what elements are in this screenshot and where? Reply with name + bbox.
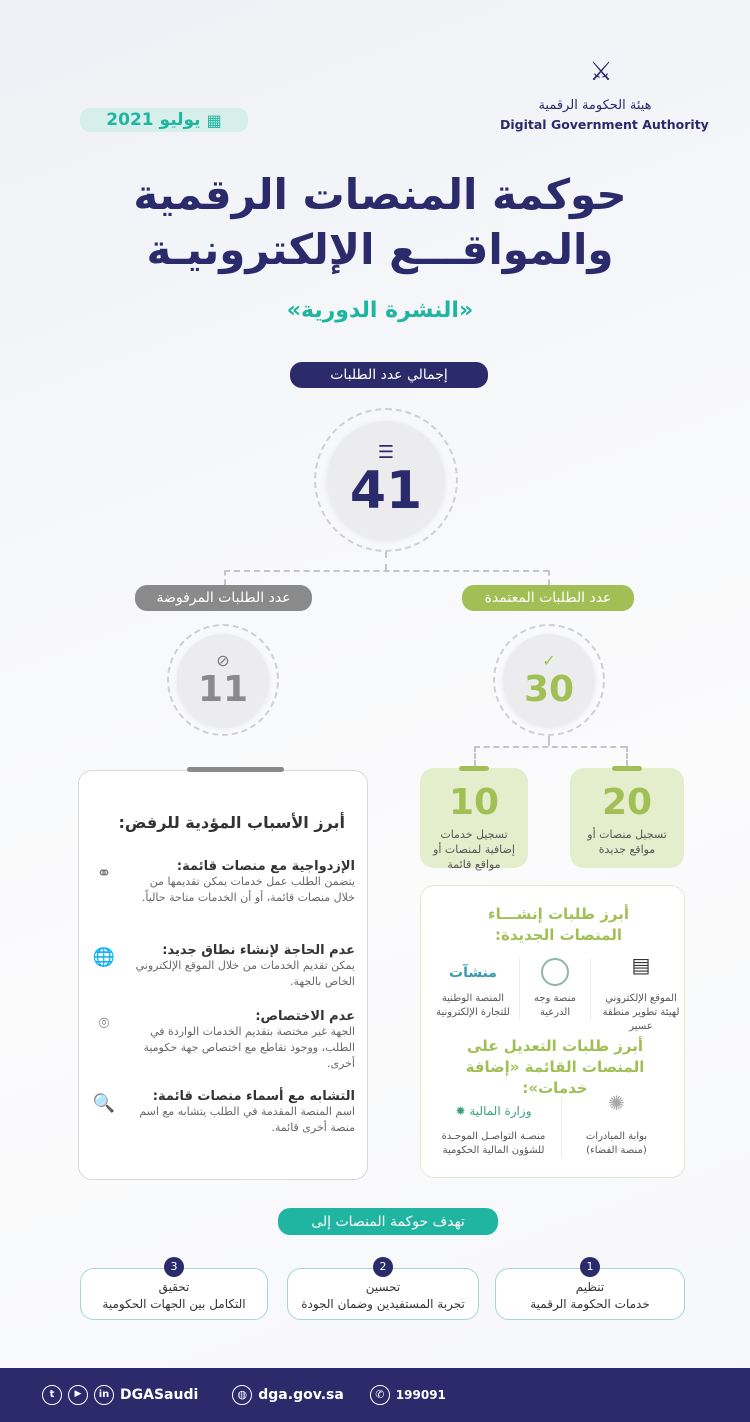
breakdown-label: تسجيل منصات أو مواقع جديدة xyxy=(587,828,667,856)
goal-line2: التكامل بين الجهات الحكومية xyxy=(102,1297,246,1311)
phone-icon: ✆ xyxy=(369,1385,390,1405)
rejection-reasons-panel: أبرز الأسباب المؤدية للرفض: الإزدواجية م… xyxy=(78,767,368,1180)
reason-item: التشابه مع أسماء منصات قائمة: اسم المنصة … xyxy=(91,1089,355,1136)
approved-requests-label: عدد الطلبات المعتمدة xyxy=(462,585,634,611)
goal-number: 3 xyxy=(164,1257,184,1277)
approved-requests-circle: ✓ 30 xyxy=(493,624,605,736)
platform-label: المنصة الوطنية للتجارة الإلكترونية xyxy=(436,993,510,1018)
asir-authority-logo: ▤ xyxy=(631,953,651,977)
new-platforms-title: أبرز طلبات إنشـــاء المنصات الجديدة: xyxy=(488,905,629,944)
platform-label: بوابة المبادرات (منصة الفضاء) xyxy=(585,1131,648,1156)
breakdown-label: تسجيل خدمات إضافية لمنصات أو مواقع قائمة xyxy=(433,828,515,871)
monshaat-logo: منشآت xyxy=(449,965,497,981)
connector xyxy=(224,570,226,585)
http-globe-icon: 🌐 xyxy=(92,947,116,968)
approved-breakdown-card: 20 تسجيل منصات أو مواقع جديدة xyxy=(570,766,684,868)
emblem-icon: ⚔ xyxy=(589,57,613,87)
date-badge: ▦ يوليو 2021 xyxy=(80,108,248,132)
space-commission-logo: ✺ xyxy=(608,1091,625,1115)
page-title-line2: والمواقـــع الإلكترونيـة xyxy=(146,225,614,274)
platform-item: ▤ الموقع الإلكتروني لهيئة تطوير منطقة عس… xyxy=(599,953,683,1034)
goal-line1: تحقيق xyxy=(158,1280,190,1294)
goal-card: 2 تحسين تجربة المستفيدين وضمان الجودة xyxy=(287,1257,479,1320)
platform-item: وزارة المالية ✹ منصـة التواصـل الموحـدة … xyxy=(431,1096,556,1158)
rejected-requests-value: 11 xyxy=(197,668,249,710)
total-requests-circle: ☰ 41 xyxy=(314,408,458,552)
breakdown-value: 20 xyxy=(601,782,653,823)
connector xyxy=(474,746,626,748)
reason-text: يتضمن الطلب عمل خدمات يمكن تقديمها من خل… xyxy=(141,875,355,904)
calendar-icon: ▦ xyxy=(206,110,222,130)
goal-line1: تنظيم xyxy=(575,1280,605,1294)
platform-item: ✺ بوابة المبادرات (منصة الفضاء) xyxy=(561,1091,671,1158)
ban-icon: ⊘ xyxy=(216,650,230,670)
highlights-panel: أبرز طلبات إنشـــاء المنصات الجديدة: ▤ ا… xyxy=(420,885,685,1178)
connector xyxy=(224,570,549,572)
platform-label: الموقع الإلكتروني لهيئة تطوير منطقة عسير xyxy=(602,993,680,1032)
reason-item: عدم الحاجة لإنشاء نطاق جديد: يمكن تقديم ا… xyxy=(91,943,355,990)
reason-text: الجهة غير مختصة بتقديم الخدمات الواردة ف… xyxy=(143,1025,355,1070)
goal-card: 3 تحقيق التكامل بين الجهات الحكومية xyxy=(80,1257,268,1320)
org-name-en: Digital Government Authority xyxy=(500,117,709,132)
list-icon: ☰ xyxy=(377,441,395,463)
page-title-line1: حوكمة المنصات الرقمية xyxy=(133,170,627,219)
connector xyxy=(474,746,476,766)
connector xyxy=(548,736,550,746)
page-subtitle: «النشرة الدورية» xyxy=(286,298,474,323)
website-link[interactable]: dga.gov.sa xyxy=(258,1387,344,1403)
reason-text: اسم المنصة المقدمة في الطلب يتشابه مع اس… xyxy=(139,1105,355,1134)
goal-line2: تجربة المستفيدين وضمان الجودة xyxy=(301,1297,465,1311)
reason-title: عدم الاختصاص: xyxy=(255,1009,355,1024)
footer: t ▶ in DGASaudi ◍ dga.gov.sa ✆ 199091 xyxy=(0,1368,750,1422)
focus-icon: ⌾ xyxy=(98,1013,110,1034)
phone-number[interactable]: 199091 xyxy=(395,1388,446,1402)
modification-requests-title: أبرز طلبات التعديل على المنصات القائمة «… xyxy=(465,1037,645,1097)
reason-item: عدم الاختصاص: الجهة غير مختصة بتقديم الخد… xyxy=(91,1009,355,1072)
www-search-icon: 🔍 xyxy=(92,1093,116,1114)
platform-item: منصة وجه الدرعية xyxy=(519,958,591,1020)
goal-number: 1 xyxy=(580,1257,600,1277)
platform-item: منشآت المنصة الوطنية للتجارة الإلكترونية xyxy=(429,958,517,1020)
total-requests-label: إجمالي عدد الطلبات xyxy=(290,362,488,388)
goal-number: 2 xyxy=(373,1257,393,1277)
goals-title: تهدف حوكمة المنصات إلى xyxy=(278,1208,498,1235)
rejected-requests-circle: ⊘ 11 xyxy=(167,624,279,736)
reason-title: التشابه مع أسماء منصات قائمة: xyxy=(152,1089,355,1104)
check-circle-icon: ✓ xyxy=(542,650,556,670)
date-text: يوليو 2021 xyxy=(106,110,201,130)
overlap-circles-icon: ⚭ xyxy=(96,863,112,884)
diriyah-logo xyxy=(541,958,569,986)
ministry-of-finance-logo: وزارة المالية ✹ xyxy=(455,1104,532,1118)
reasons-title: أبرز الأسباب المؤدية للرفض: xyxy=(118,813,345,832)
reason-title: عدم الحاجة لإنشاء نطاق جديد: xyxy=(162,943,355,958)
twitter-icon[interactable]: t xyxy=(42,1385,62,1405)
breakdown-value: 10 xyxy=(448,782,500,823)
platform-label: منصـة التواصـل الموحـدة للشؤون المالية ا… xyxy=(441,1131,546,1156)
connector xyxy=(626,746,628,766)
total-requests-value: 41 xyxy=(349,460,423,521)
connector xyxy=(385,552,387,570)
approved-requests-value: 30 xyxy=(523,668,575,710)
linkedin-icon[interactable]: in xyxy=(94,1385,114,1405)
goal-line1: تحسين xyxy=(365,1280,401,1294)
goal-line2: خدمات الحكومة الرقمية xyxy=(530,1297,650,1311)
globe-icon: ◍ xyxy=(232,1385,253,1405)
goal-card: 1 تنظيم خدمات الحكومة الرقمية xyxy=(495,1257,685,1320)
reason-text: يمكن تقديم الخدمات من خلال الموقع الإلكت… xyxy=(135,959,355,988)
org-name-ar: هيئة الحكومة الرقمية xyxy=(538,98,652,113)
platform-label: منصة وجه الدرعية xyxy=(534,993,576,1018)
connector xyxy=(548,570,550,585)
reason-item: الإزدواجية مع منصات قائمة: يتضمن الطلب عم… xyxy=(91,859,355,906)
rejected-requests-label: عدد الطلبات المرفوضة xyxy=(135,585,312,611)
youtube-icon[interactable]: ▶ xyxy=(68,1385,88,1405)
approved-breakdown-card: 10 تسجيل خدمات إضافية لمنصات أو مواقع قا… xyxy=(420,766,528,871)
social-handle[interactable]: DGASaudi xyxy=(120,1387,199,1403)
reason-title: الإزدواجية مع منصات قائمة: xyxy=(176,859,355,874)
